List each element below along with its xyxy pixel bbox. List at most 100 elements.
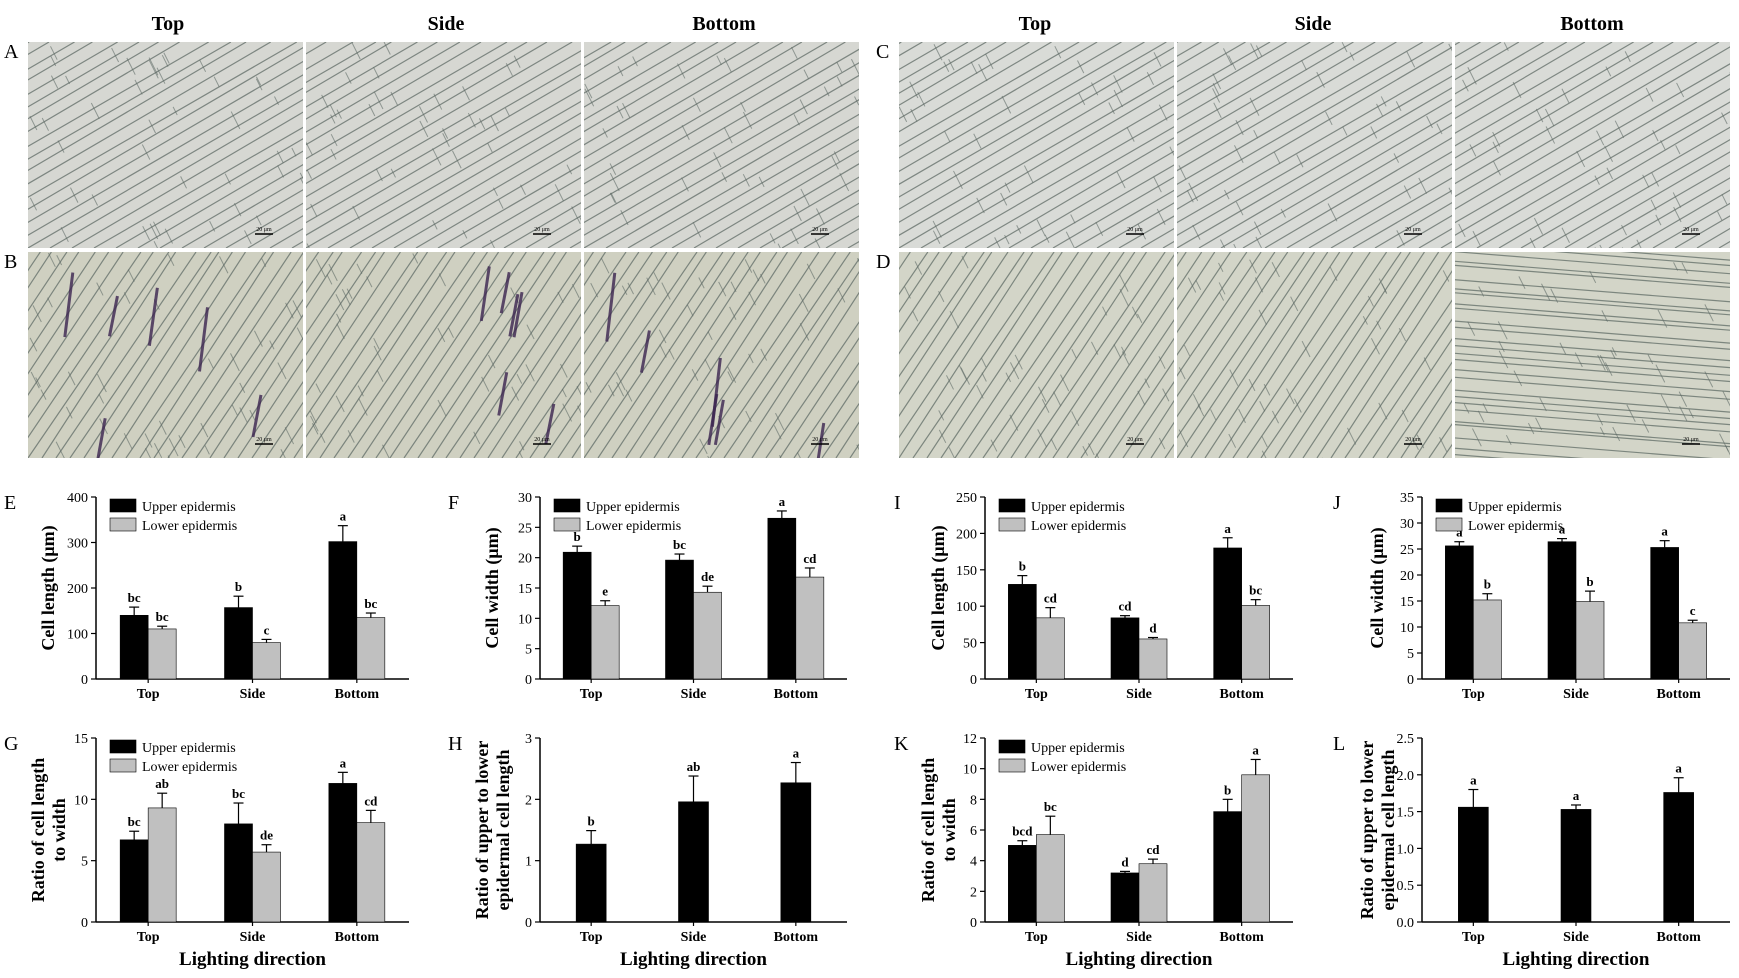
cell-wall-line: [1455, 369, 1730, 393]
cell-wall-segment: [1621, 224, 1627, 236]
cell-wall-segment: [1604, 145, 1613, 162]
panel-letter-a: A: [4, 41, 19, 63]
cell-wall-segment: [505, 63, 513, 77]
y-tick-label: 0.0: [1397, 916, 1415, 931]
x-axis-label: Lighting direction: [179, 949, 326, 970]
cell-wall-segment: [230, 353, 240, 372]
cell-wall-line: [1455, 480, 1730, 502]
cell-wall-segment: [1192, 394, 1202, 410]
y-tick-label: 200: [67, 582, 88, 597]
cell-wall-segment: [943, 61, 950, 72]
cell-wall-segment: [504, 107, 510, 117]
panel-letter: I: [894, 492, 901, 514]
cell-wall-segment: [1650, 199, 1657, 211]
bar: [356, 822, 386, 923]
cell-wall-segment: [1439, 437, 1448, 453]
cell-wall-segment: [30, 371, 40, 389]
stain-mark: [479, 266, 491, 322]
cell-wall-line: [1455, 288, 1730, 312]
cell-wall-line: [1177, 252, 1248, 356]
y-axis-label: Ratio of cell lengthto width: [918, 758, 959, 902]
cell-wall-segment: [799, 323, 810, 341]
cell-wall-segment: [1178, 367, 1186, 380]
cell-wall-segment: [382, 444, 390, 458]
cell-wall-segment: [1280, 208, 1286, 218]
cell-wall-line: [1455, 42, 1586, 120]
cell-wall-line: [28, 42, 247, 172]
micrograph-image: [1455, 252, 1730, 764]
significance-letter: cd: [364, 793, 378, 808]
cell-wall-line: [1308, 163, 1452, 248]
cell-wall-segment: [773, 425, 782, 440]
x-tick-label: Side: [1126, 930, 1152, 945]
cell-wall-segment: [437, 327, 446, 343]
cell-wall-line: [584, 42, 719, 121]
bar: [1560, 809, 1592, 923]
cell-wall-segment: [1192, 224, 1201, 240]
cell-wall-segment: [335, 395, 345, 413]
cell-wall-line: [737, 270, 859, 458]
cell-wall-line: [41, 252, 177, 458]
legend-label: Upper epidermis: [142, 741, 236, 756]
cell-wall-segment: [1249, 97, 1260, 116]
micrograph-b-3: 20 μm: [584, 252, 859, 458]
y-axis-label-line: epidermal cell length: [1378, 750, 1398, 911]
cell-wall-segment: [326, 274, 333, 285]
cell-wall-segment: [1362, 316, 1368, 325]
cell-wall-line: [125, 252, 267, 458]
cell-wall-line: [28, 252, 170, 458]
cell-wall-segment: [779, 454, 782, 458]
cell-wall-line: [1177, 42, 1311, 121]
micrograph-image: [584, 42, 859, 248]
bar: [693, 591, 722, 680]
cell-wall-line: [1414, 399, 1452, 458]
cell-wall-line: [1150, 421, 1174, 458]
bar: [1036, 617, 1065, 680]
cell-wall-segment: [713, 152, 722, 168]
cell-wall-segment: [134, 79, 143, 95]
scale-bar: 20 μm: [533, 437, 551, 445]
cell-wall-line: [1476, 101, 1730, 248]
cell-wall-line: [625, 252, 761, 458]
cell-wall-segment: [856, 444, 859, 451]
cell-wall-line: [899, 42, 1145, 185]
cell-wall-segment: [487, 142, 493, 153]
scale-bar: 20 μm: [1682, 437, 1700, 445]
legend-swatch: [553, 517, 581, 532]
cell-wall-segment: [29, 115, 38, 131]
cell-wall-line: [1218, 252, 1354, 458]
scale-bar: 20 μm: [1404, 227, 1422, 235]
cell-wall-segment: [1376, 320, 1382, 330]
cell-wall-segment: [616, 105, 624, 119]
cell-wall-segment: [621, 285, 628, 296]
bar: [147, 628, 177, 680]
cell-wall-line: [899, 42, 1030, 120]
cell-wall-segment: [1054, 45, 1062, 59]
cell-wall-segment: [274, 96, 280, 105]
cell-wall-segment: [839, 173, 850, 192]
cell-wall-line: [1344, 299, 1452, 458]
cell-wall-line: [639, 252, 778, 458]
cell-wall-line: [1455, 320, 1730, 344]
legend-label: Upper epidermis: [142, 500, 236, 515]
cell-wall-line: [1177, 42, 1287, 107]
y-tick-label: 20: [1400, 569, 1414, 584]
legend-swatch: [998, 517, 1026, 532]
cell-wall-segment: [938, 410, 945, 421]
cell-wall-segment: [330, 133, 338, 147]
legend-label: Upper epidermis: [1031, 500, 1125, 515]
cell-wall-segment: [686, 304, 694, 317]
cell-wall-line: [1455, 742, 1730, 764]
cell-wall-segment: [944, 131, 951, 142]
y-tick-label: 8: [970, 793, 977, 808]
cell-wall-segment: [29, 197, 38, 211]
cell-wall-segment: [224, 173, 231, 185]
significance-letter: de: [260, 828, 273, 843]
cell-wall-segment: [932, 230, 941, 244]
y-tick-label: 0: [970, 916, 977, 931]
cell-wall-line: [1553, 252, 1730, 267]
cell-wall-segment: [1559, 342, 1567, 355]
cell-wall-line: [899, 59, 1174, 223]
cell-wall-line: [954, 252, 1094, 458]
